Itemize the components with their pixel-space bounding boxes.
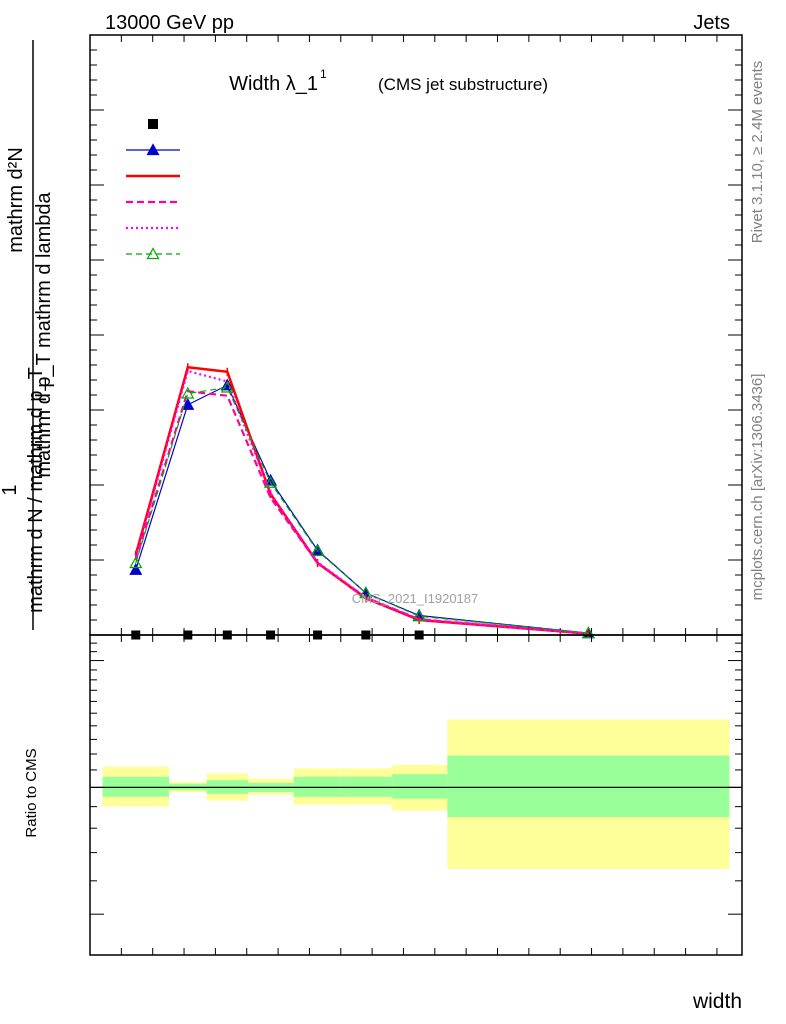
ratio-frame (89, 634, 743, 956)
series-5-marker (129, 556, 143, 569)
series-5-line (135, 386, 589, 634)
x-axis-title: width (692, 990, 742, 1013)
series-1-line (135, 384, 589, 634)
series-5-marker (412, 609, 426, 622)
ratio-stat-band (293, 776, 341, 797)
analysis-category: Jets (693, 12, 730, 34)
mcplots-reference-label: mcplots.cern.ch [arXiv:1306.3436] (749, 374, 766, 601)
ratio-stat-band (447, 755, 730, 818)
rivet-version-label: Rivet 3.1.10, ≥ 2.4M events (749, 61, 766, 244)
chart-subtitle: (CMS jet substructure) (378, 75, 548, 94)
series-5-marker (359, 586, 373, 599)
legend-marker (146, 247, 160, 260)
ratio-stat-band (392, 774, 448, 799)
ratio-stat-band (340, 776, 393, 797)
series-5-marker (181, 386, 195, 399)
y-axis-title-prefactor: 1 (0, 484, 21, 495)
main-frame (89, 34, 743, 636)
ratio-stat-band (102, 776, 169, 797)
series-5-marker (264, 476, 278, 488)
series-5-marker (220, 380, 234, 393)
y-axis-title: mathrm d²N mathrm d p_T mathrm d lambda … (0, 40, 55, 630)
series-3-line (134, 390, 589, 635)
collision-label: 13000 GeV pp (105, 12, 234, 34)
analysis-watermark: CMS_2021_I1920187 (352, 591, 479, 606)
legend (126, 119, 180, 260)
y-axis-title-prefactor-denominator: mathrm d N / mathrm d p_T (25, 367, 47, 613)
series-4-line (134, 369, 589, 635)
series-5-marker (311, 544, 325, 557)
ratio-y-axis-title: Ratio to CMS (23, 748, 40, 837)
y-axis-title-numerator: mathrm d²N (5, 147, 27, 253)
chart-title-superscript: 1 (320, 67, 327, 81)
legend-marker-cms (148, 119, 158, 129)
legend-marker (146, 143, 160, 156)
y-axis-title-denominator: mathrm d p_T mathrm d lambda (33, 191, 55, 477)
series-5-marker (581, 626, 595, 639)
ratio-panel (89, 634, 743, 956)
series-1-marker (181, 398, 195, 410)
main-panel (89, 34, 743, 640)
series-1-marker (129, 563, 143, 575)
chart-title: Width λ_1 (229, 73, 318, 95)
